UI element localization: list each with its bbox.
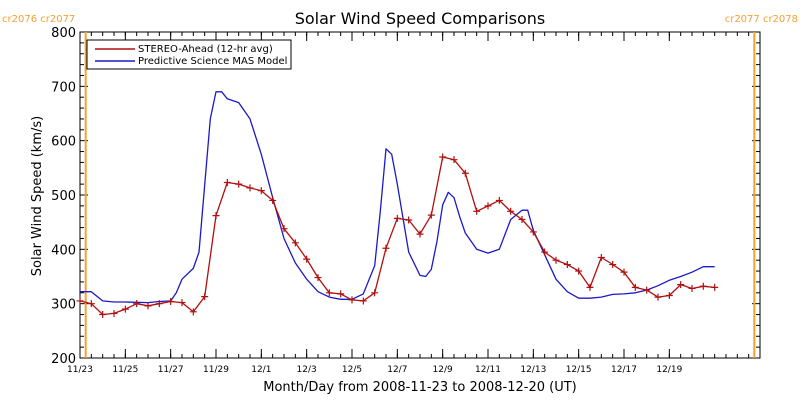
stereo-data-point [575,267,583,275]
stereo-data-point [665,292,673,300]
stereo-data-point [495,196,503,204]
stereo-data-point [133,300,141,308]
y-tick-label: 300 [51,298,76,313]
x-tick-label: 12/7 [387,365,407,375]
stereo-data-point [405,216,413,224]
stereo-data-point [99,311,107,319]
legend: STEREO-Ahead (12-hr avg) Predictive Scie… [86,39,292,70]
stereo-data-point [337,290,345,298]
stereo-data-point [427,211,435,219]
stereo-data-point [631,283,639,291]
y-tick-label: 800 [51,26,76,41]
stereo-data-point [167,297,175,305]
x-tick-label: 11/29 [203,365,229,375]
stereo-data-point [348,296,356,304]
stereo-data-point [518,215,526,223]
x-tick-label: 12/5 [342,365,362,375]
stereo-data-point [541,248,549,256]
chart-title: Solar Wind Speed Comparisons [295,9,546,28]
x-tick-label: 11/27 [158,365,184,375]
stereo-data-point [552,256,560,264]
stereo-data-point [473,207,481,215]
stereo-data-point [235,180,243,188]
stereo-data-point [246,184,254,192]
stereo-data-point [711,283,719,291]
stereo-data-point [654,293,662,301]
stereo-data-point [529,228,537,236]
stereo-data-point [699,282,707,290]
y-tick-label: 600 [51,135,76,150]
x-tick-label: 12/11 [475,365,501,375]
stereo-data-point [155,300,163,308]
stereo-data-point [439,153,447,161]
stereo-data-point [371,289,379,297]
legend-label-stereo: STEREO-Ahead (12-hr avg) [138,44,273,55]
carrington-marker-label: cr2077 cr2078 [725,14,798,25]
x-tick-label: 12/9 [433,365,453,375]
stereo-data-point [269,196,277,204]
stereo-data-point [461,169,469,177]
legend-label-mas: Predictive Science MAS Model [138,56,287,67]
stereo-data-point [189,308,197,316]
y-tick-label: 200 [51,352,76,367]
x-tick-label: 12/13 [520,365,546,375]
stereo-data-point [609,261,617,269]
carrington-marker-label: cr2076 cr2077 [2,14,75,25]
stereo-data-point [212,212,220,220]
stereo-data-point [280,225,288,233]
x-tick-label: 12/17 [611,365,637,375]
mas-series-line [80,91,715,304]
stereo-data-point [110,309,118,317]
stereo-data-point [325,289,333,297]
y-axis-label: Solar Wind Speed (km/s) [30,116,45,276]
stereo-data-point [121,305,129,313]
stereo-data-point [223,179,231,187]
stereo-data-point [450,156,458,164]
stereo-data-point [688,284,696,292]
stereo-data-point [586,283,594,291]
plot-area: 200 300 400 500 600 700 800 11/23 11/25 11/27 11/2… [2,14,798,375]
x-axis-label: Month/Day from 2008-11-23 to 2008-12-20 … [263,380,576,395]
stereo-data-point [144,302,152,310]
x-tick-label: 11/25 [112,365,138,375]
stereo-data-point [484,202,492,210]
stereo-data-point [563,261,571,269]
stereo-data-point [677,281,685,289]
stereo-data-point [87,300,95,308]
y-tick-label: 400 [51,243,76,258]
stereo-data-point [507,207,515,215]
stereo-data-point [620,268,628,276]
stereo-data-point [201,293,209,301]
stereo-data-point [178,299,186,307]
stereo-data-point [359,297,367,305]
stereo-data-point [597,253,605,261]
y-tick-label: 700 [51,80,76,95]
stereo-data-point [382,244,390,252]
stereo-data-point [303,255,311,263]
stereo-data-point [393,214,401,222]
x-tick-label: 12/19 [656,365,682,375]
stereo-data-point [416,230,424,238]
stereo-data-point [291,239,299,247]
legend-box [86,39,292,70]
stereo-data-point [76,297,84,305]
x-tick-label: 12/1 [251,365,271,375]
stereo-data-point [314,274,322,282]
x-tick-label: 12/3 [297,365,317,375]
y-tick-label: 500 [51,189,76,204]
stereo-data-point [257,187,265,195]
x-tick-label: 11/23 [67,365,93,375]
stereo-data-point [643,286,651,294]
x-tick-label: 12/15 [566,365,592,375]
